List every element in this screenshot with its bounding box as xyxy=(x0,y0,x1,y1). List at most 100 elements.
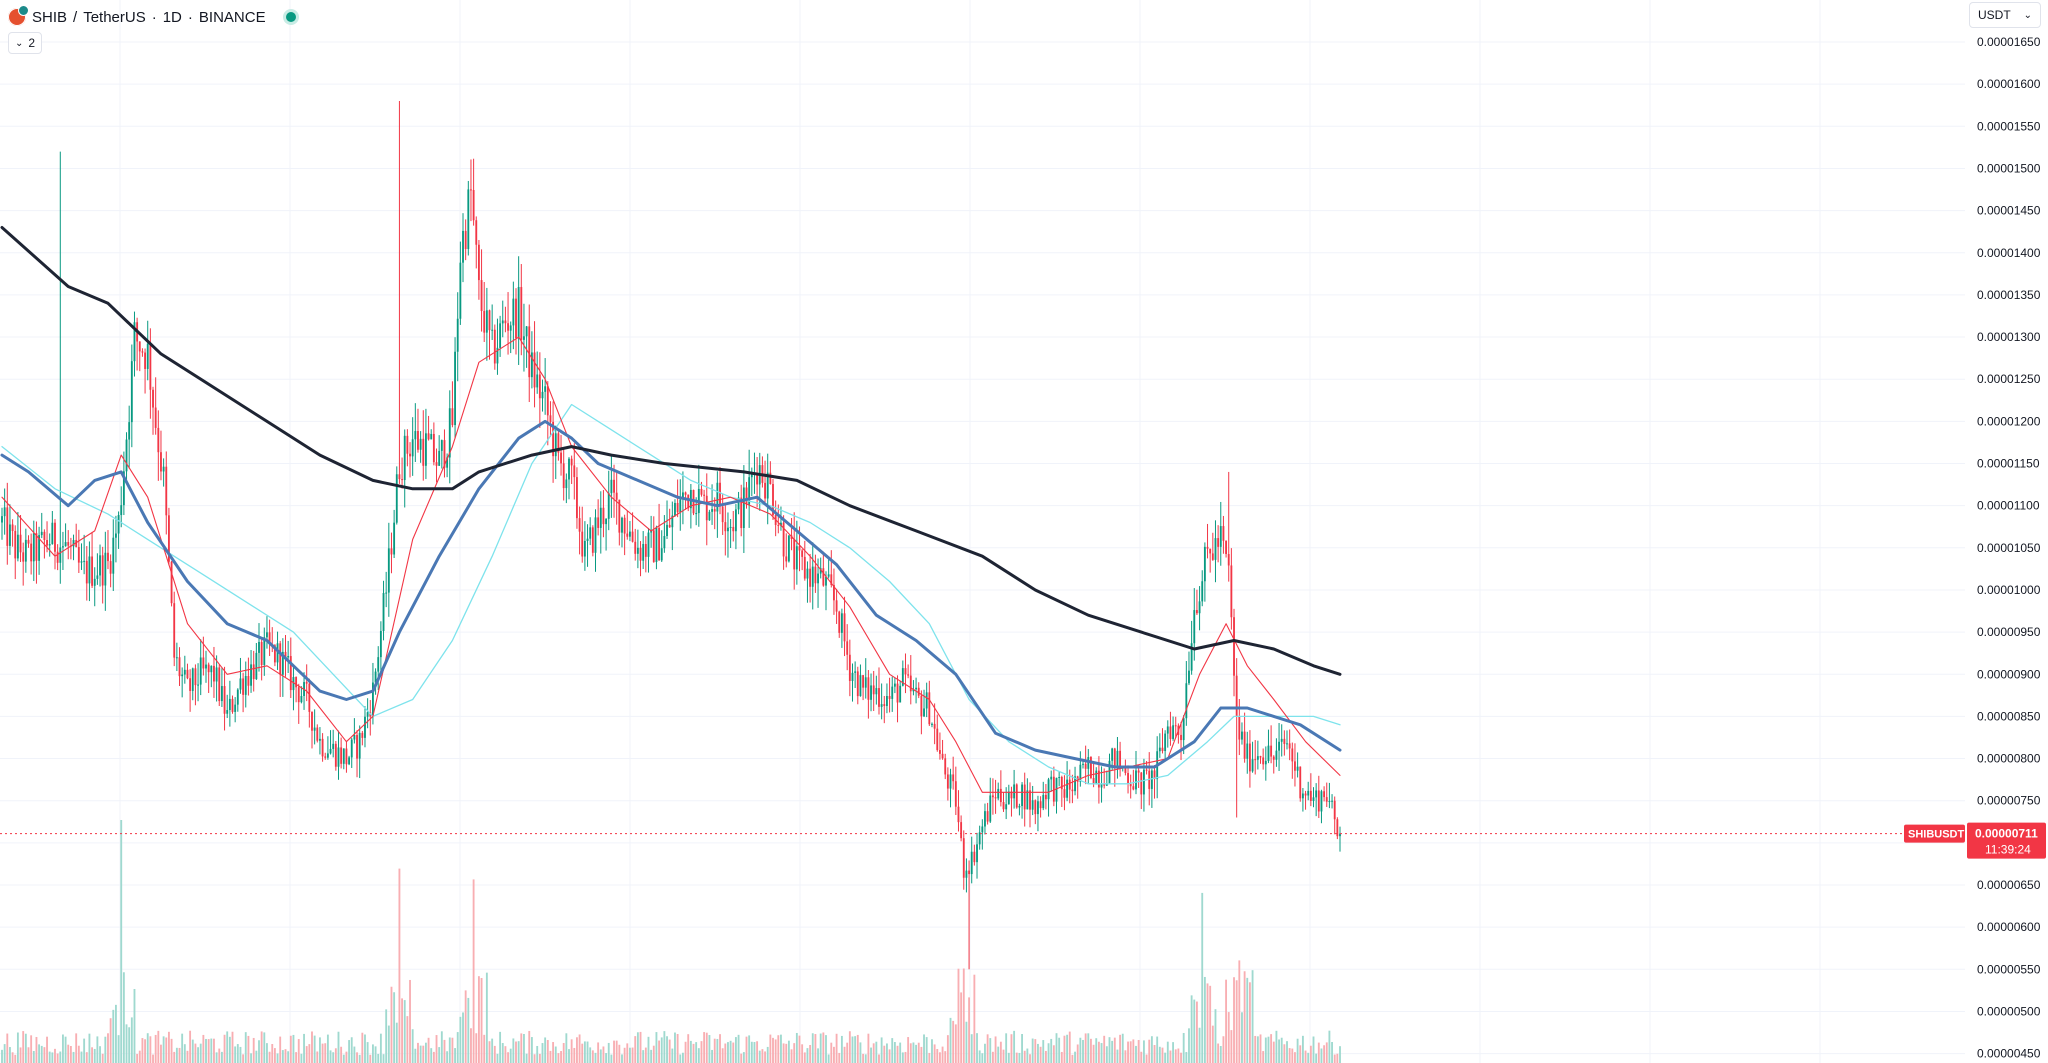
candle-body xyxy=(560,452,562,464)
candle-body xyxy=(1283,738,1286,744)
candle-body xyxy=(1050,776,1053,780)
candle-body xyxy=(337,747,340,767)
candle-body xyxy=(1143,769,1145,795)
volume-bar xyxy=(896,1045,899,1063)
volume-bar xyxy=(311,1031,313,1063)
volume-bar xyxy=(520,1033,523,1063)
volume-bar xyxy=(96,1036,99,1063)
candle-body xyxy=(1203,546,1206,582)
volume-bar xyxy=(1037,1043,1039,1063)
volume-bar xyxy=(827,1054,830,1063)
candle-body xyxy=(149,343,152,390)
candle-body xyxy=(634,541,637,554)
candle-body xyxy=(93,578,96,586)
volume-bar xyxy=(175,1047,178,1063)
candle-body xyxy=(255,652,258,680)
volume-bar xyxy=(615,1040,618,1063)
candle-body xyxy=(687,494,690,509)
candle-body xyxy=(1323,791,1326,798)
currency-selector[interactable]: USDT ⌄ xyxy=(1969,2,2041,28)
candle-body xyxy=(909,675,912,692)
volume-bar xyxy=(523,1034,525,1063)
candle-body xyxy=(289,656,292,691)
price-axis-label: 0.00000750 xyxy=(1977,794,2041,808)
candle-body xyxy=(308,683,311,712)
market-status-icon[interactable] xyxy=(285,12,296,22)
volume-bar xyxy=(220,1051,223,1063)
candle-body xyxy=(716,482,719,512)
candle-body xyxy=(390,548,393,555)
volume-bar xyxy=(1339,1046,1341,1063)
volume-bar xyxy=(178,1047,181,1063)
volume-bar xyxy=(573,1047,576,1063)
candle-body xyxy=(1002,802,1005,810)
volume-bar xyxy=(456,1032,459,1063)
volume-bar xyxy=(438,1047,441,1063)
candle-body xyxy=(501,320,504,324)
volume-bar xyxy=(1233,977,1235,1063)
volume-bar xyxy=(713,1038,716,1063)
candle-body xyxy=(401,479,404,481)
volume-bar xyxy=(1108,1037,1111,1063)
volume-bar xyxy=(353,1046,356,1063)
candle-body xyxy=(536,374,539,388)
volume-bar xyxy=(1267,1036,1270,1063)
candle-body xyxy=(1071,789,1074,792)
candle-body xyxy=(329,748,332,754)
candle-body xyxy=(780,522,782,526)
volume-bar xyxy=(1243,971,1246,1063)
candle-body xyxy=(1007,791,1010,805)
interval-separator: · xyxy=(151,8,157,26)
candle-body xyxy=(1021,784,1023,807)
volume-bar xyxy=(440,1031,443,1063)
volume-bar xyxy=(99,1046,101,1063)
volume-bar xyxy=(801,1044,804,1063)
indicators-toggle-button[interactable]: ⌄ 2 xyxy=(8,32,43,54)
volume-bar xyxy=(928,1052,931,1063)
volume-bar xyxy=(1286,1041,1288,1063)
price-axis-label: 0.00000450 xyxy=(1977,1047,2041,1061)
candle-body xyxy=(766,472,769,499)
symbol-header[interactable]: SHIB / TetherUS · 1D · BINANCE xyxy=(8,5,296,28)
candle-body xyxy=(1304,793,1307,796)
volume-bar xyxy=(183,1044,186,1063)
candle-body xyxy=(1082,763,1084,765)
candle-body xyxy=(62,546,64,548)
quote-name: TetherUS xyxy=(83,8,146,26)
volume-bar xyxy=(1058,1037,1061,1063)
price-axis[interactable]: 0.00001650 0.00001600 0.00001550 0.00001500… xyxy=(1965,0,2048,1063)
volume-bar xyxy=(3,1044,6,1063)
candle-body xyxy=(549,415,552,422)
price-axis-label: 0.00001200 xyxy=(1977,414,2041,428)
volume-bar xyxy=(798,1035,801,1063)
candle-body xyxy=(843,613,846,642)
volume-bar xyxy=(480,978,483,1063)
candle-body xyxy=(504,320,507,324)
candle-body xyxy=(856,671,859,697)
candle-body xyxy=(1214,538,1217,560)
volume-bar xyxy=(398,868,401,1063)
volume-bar xyxy=(1063,1035,1066,1063)
volume-bar xyxy=(202,1034,205,1063)
candle-body xyxy=(1286,743,1288,745)
candle-body xyxy=(427,433,430,440)
volume-bar xyxy=(239,1046,242,1063)
candle-body xyxy=(1113,748,1116,769)
volume-bar xyxy=(893,1042,896,1063)
candle-body xyxy=(292,677,295,691)
candle-body xyxy=(1201,581,1204,602)
volume-bar xyxy=(1145,1054,1148,1063)
candle-body xyxy=(1,516,3,523)
volume-bar xyxy=(305,1046,308,1063)
candle-body xyxy=(851,672,854,681)
candle-body xyxy=(981,826,984,833)
volume-bar xyxy=(236,1044,239,1063)
candle-body xyxy=(570,458,573,466)
volume-bar xyxy=(1044,1050,1047,1063)
volume-bar xyxy=(920,1046,923,1063)
volume-bar xyxy=(1143,1040,1145,1063)
candle-body xyxy=(382,593,385,631)
candle-body xyxy=(512,298,515,326)
volume-bar xyxy=(761,1049,764,1063)
